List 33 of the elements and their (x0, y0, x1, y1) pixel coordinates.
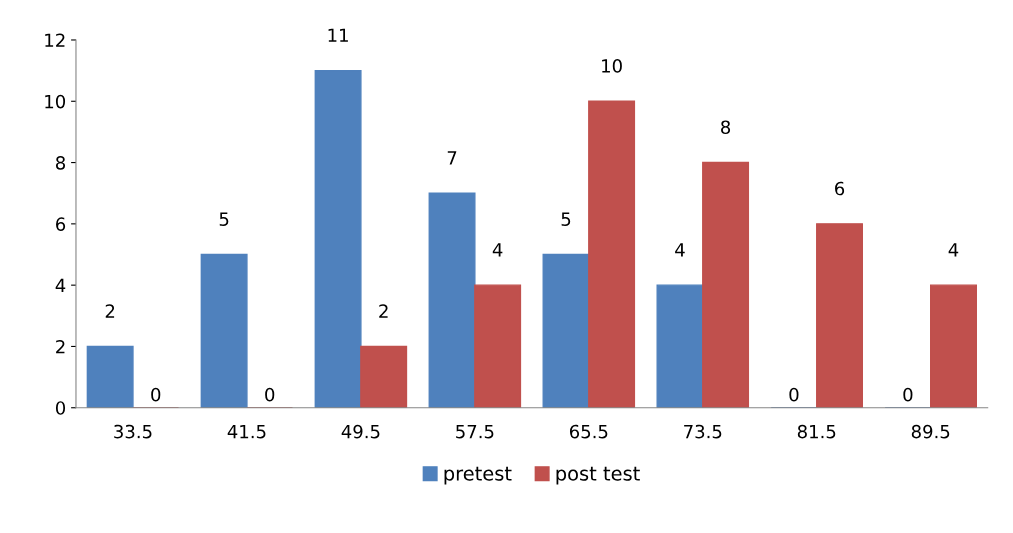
y-tick-label: 4 (55, 278, 66, 293)
data-label: 4 (492, 243, 503, 257)
data-label: 5 (219, 212, 229, 227)
data-label: 11 (328, 28, 348, 42)
y-tick-label: 8 (55, 156, 66, 170)
y-tick-label: 10 (45, 94, 66, 109)
x-tick-label: 33.5 (114, 424, 152, 439)
x-tick-label: 41.5 (227, 424, 266, 439)
x-tick-label: 49.5 (341, 424, 380, 439)
data-label: 0 (265, 387, 275, 402)
data-label: 8 (721, 120, 731, 135)
x-tick-label: 57.5 (456, 424, 494, 439)
x-tick-label: 89.5 (911, 424, 950, 439)
x-tick-label: 65.5 (569, 424, 608, 439)
data-label: 0 (903, 387, 913, 402)
data-label: 10 (602, 59, 622, 73)
data-label: 2 (105, 304, 115, 318)
legend-label: post test (556, 466, 640, 485)
data-label: 0 (151, 387, 161, 402)
y-tick-label: 2 (56, 339, 65, 354)
data-label: 6 (835, 181, 845, 196)
data-label: 2 (379, 304, 388, 318)
legend-label: pretest (444, 466, 512, 485)
data-label: 5 (561, 212, 571, 227)
y-tick-label: 0 (55, 401, 66, 415)
x-tick-label: 81.5 (797, 424, 836, 439)
y-tick-label: 12 (45, 33, 65, 47)
x-tick-label: 73.5 (684, 424, 722, 439)
data-label: 4 (675, 243, 685, 257)
data-label: 4 (948, 243, 959, 257)
data-label: 0 (789, 387, 799, 402)
data-label: 7 (447, 151, 457, 165)
y-tick-label: 6 (56, 217, 66, 231)
